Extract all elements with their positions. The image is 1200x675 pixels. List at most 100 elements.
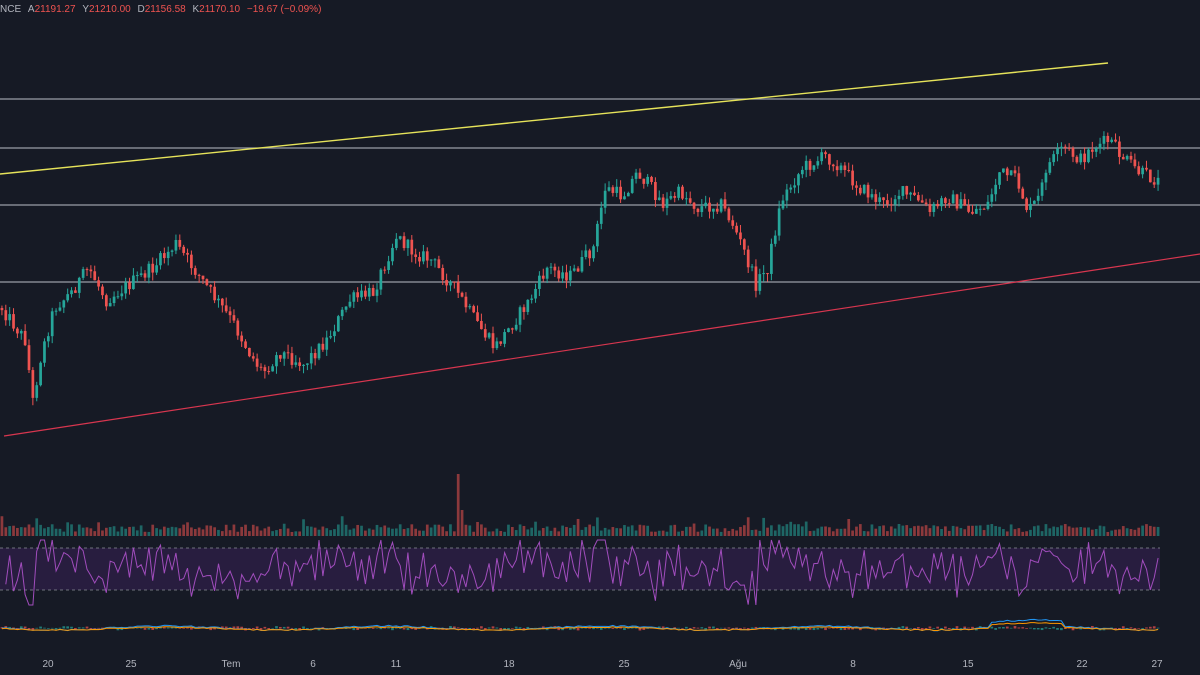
candle-body [248,347,251,357]
candle-body [298,362,302,366]
volume-bar [480,524,483,536]
volume-bar [124,528,128,536]
volume-bar [650,531,653,536]
candle-body [944,198,947,204]
candle-body [905,186,909,195]
candle-body [472,306,476,313]
volume-bar [406,528,410,536]
candle-body [572,268,576,271]
volume-bar [383,525,387,536]
candle-body [54,310,58,312]
candle-body [228,311,232,316]
candle-body [81,269,85,278]
volume-bar [518,524,522,536]
candle-body [677,186,680,198]
volume-bar [120,526,124,536]
macd-histogram-bar [267,628,271,630]
macd-histogram-bar [684,626,688,629]
volume-bar [394,528,398,536]
x-tick-label: Ağu [729,659,747,670]
volume-bar [808,531,812,536]
macd-histogram-bar [971,626,974,629]
macd-histogram-bar [170,626,174,629]
volume-bar [294,531,298,536]
candle-body [994,184,998,195]
candle-body [445,279,448,286]
macd-histogram-bar [8,626,12,629]
x-tick-label: 25 [125,659,137,670]
volume-bar [267,526,271,536]
time-axis[interactable]: 20 25 Tem 6 11 18 25 Ağu 8 15 22 27 [0,655,1200,675]
candle-body [1013,170,1017,174]
candle-body [1071,147,1075,157]
macd-histogram-bar [1125,628,1129,629]
candle-body [889,204,893,206]
macd-histogram-bar [1009,627,1013,629]
volume-bar [619,528,622,536]
macd-histogram-bar [886,628,889,629]
candle-body [66,294,70,301]
macd-histogram-bar [255,626,259,629]
macd-histogram-bar [391,628,394,631]
candle-body [62,300,66,308]
candle-body [986,201,990,209]
candle-body [1094,148,1098,152]
candle-body [1125,155,1129,160]
volume-bar [391,528,394,536]
macd-histogram-bar [824,628,827,631]
macd-histogram-bar [638,628,642,631]
candle-body [1032,200,1036,204]
candle-body [476,312,479,321]
macd-histogram-bar [828,627,831,629]
volume-bar [1032,526,1036,536]
candle-body [383,269,387,271]
volume-bar [263,528,267,536]
volume-bar [665,531,669,536]
macd-histogram-bar [16,628,19,630]
volume-bar [967,525,970,536]
candle-body [290,353,294,365]
candle-body [329,336,332,338]
volume-bar [696,531,700,536]
candle-body [294,362,298,365]
macd-histogram-bar [35,627,39,629]
volume-bar [731,528,735,536]
macd-histogram-bar [936,626,940,629]
macd-histogram-bar [700,627,704,629]
candle-body [251,356,255,359]
volume-bar [58,528,62,536]
volume-bar [936,526,940,536]
candle-body [1098,143,1102,149]
macd-histogram-bar [708,626,711,629]
macd-histogram-bar [236,626,240,629]
volume-bar [959,527,963,536]
candle-body [31,370,35,398]
candle-body [758,274,762,291]
support-trendline [3,253,1200,437]
candle-body [271,366,274,372]
candle-body [178,239,182,247]
volume-bar [862,531,866,536]
macd-histogram-bar [514,626,518,629]
macd-histogram-bar [309,628,313,629]
candle-body [398,236,402,239]
macd-histogram-bar [928,626,932,629]
volume-bar [1087,527,1090,536]
macd-histogram-bar [804,628,808,631]
candle-body [371,287,375,296]
macd-histogram-bar [781,628,785,630]
candle-body [704,202,708,207]
volume-bar [178,528,182,536]
candle-body [104,295,108,307]
candle-body [514,324,518,330]
candle-body [1063,146,1067,148]
volume-bar [367,528,371,536]
volume-bar [951,525,955,536]
volume-bar [781,526,785,536]
candle-body [603,190,607,208]
macd-histogram-bar [402,628,406,630]
macd-histogram-bar [398,628,402,629]
candle-body [205,279,209,286]
